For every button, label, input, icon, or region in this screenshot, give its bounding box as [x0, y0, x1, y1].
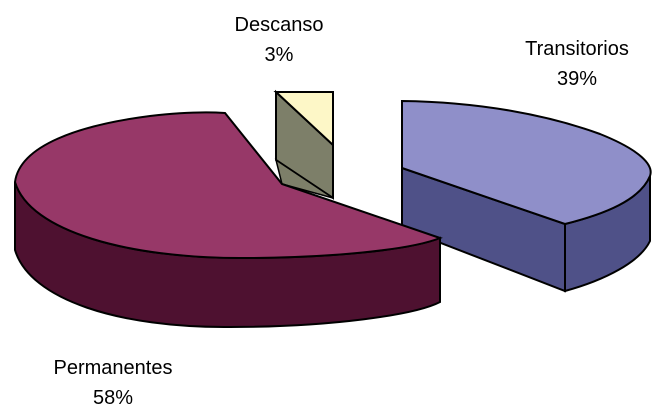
slice-descanso-top [273, 91, 334, 148]
label-transitorios-percent: 39% [556, 68, 598, 90]
label-permanentes: Permanentes 58% [28, 353, 198, 413]
label-descanso: Descanso 3% [214, 10, 344, 70]
slice-descanso-side-front [274, 158, 334, 199]
slice-transitorios-top [401, 99, 652, 226]
label-transitorios: Transitorios 39% [507, 34, 647, 94]
slice-permanentes [13, 111, 443, 329]
label-transitorios-name: Transitorios [525, 38, 629, 60]
slice-permanentes-top [13, 111, 443, 260]
label-descanso-name: Descanso [234, 14, 324, 36]
slice-descanso [273, 89, 334, 200]
slice-transitorios [401, 99, 652, 293]
label-permanentes-name: Permanentes [53, 357, 173, 379]
label-permanentes-percent: 58% [92, 387, 134, 409]
label-descanso-percent: 3% [264, 44, 294, 66]
